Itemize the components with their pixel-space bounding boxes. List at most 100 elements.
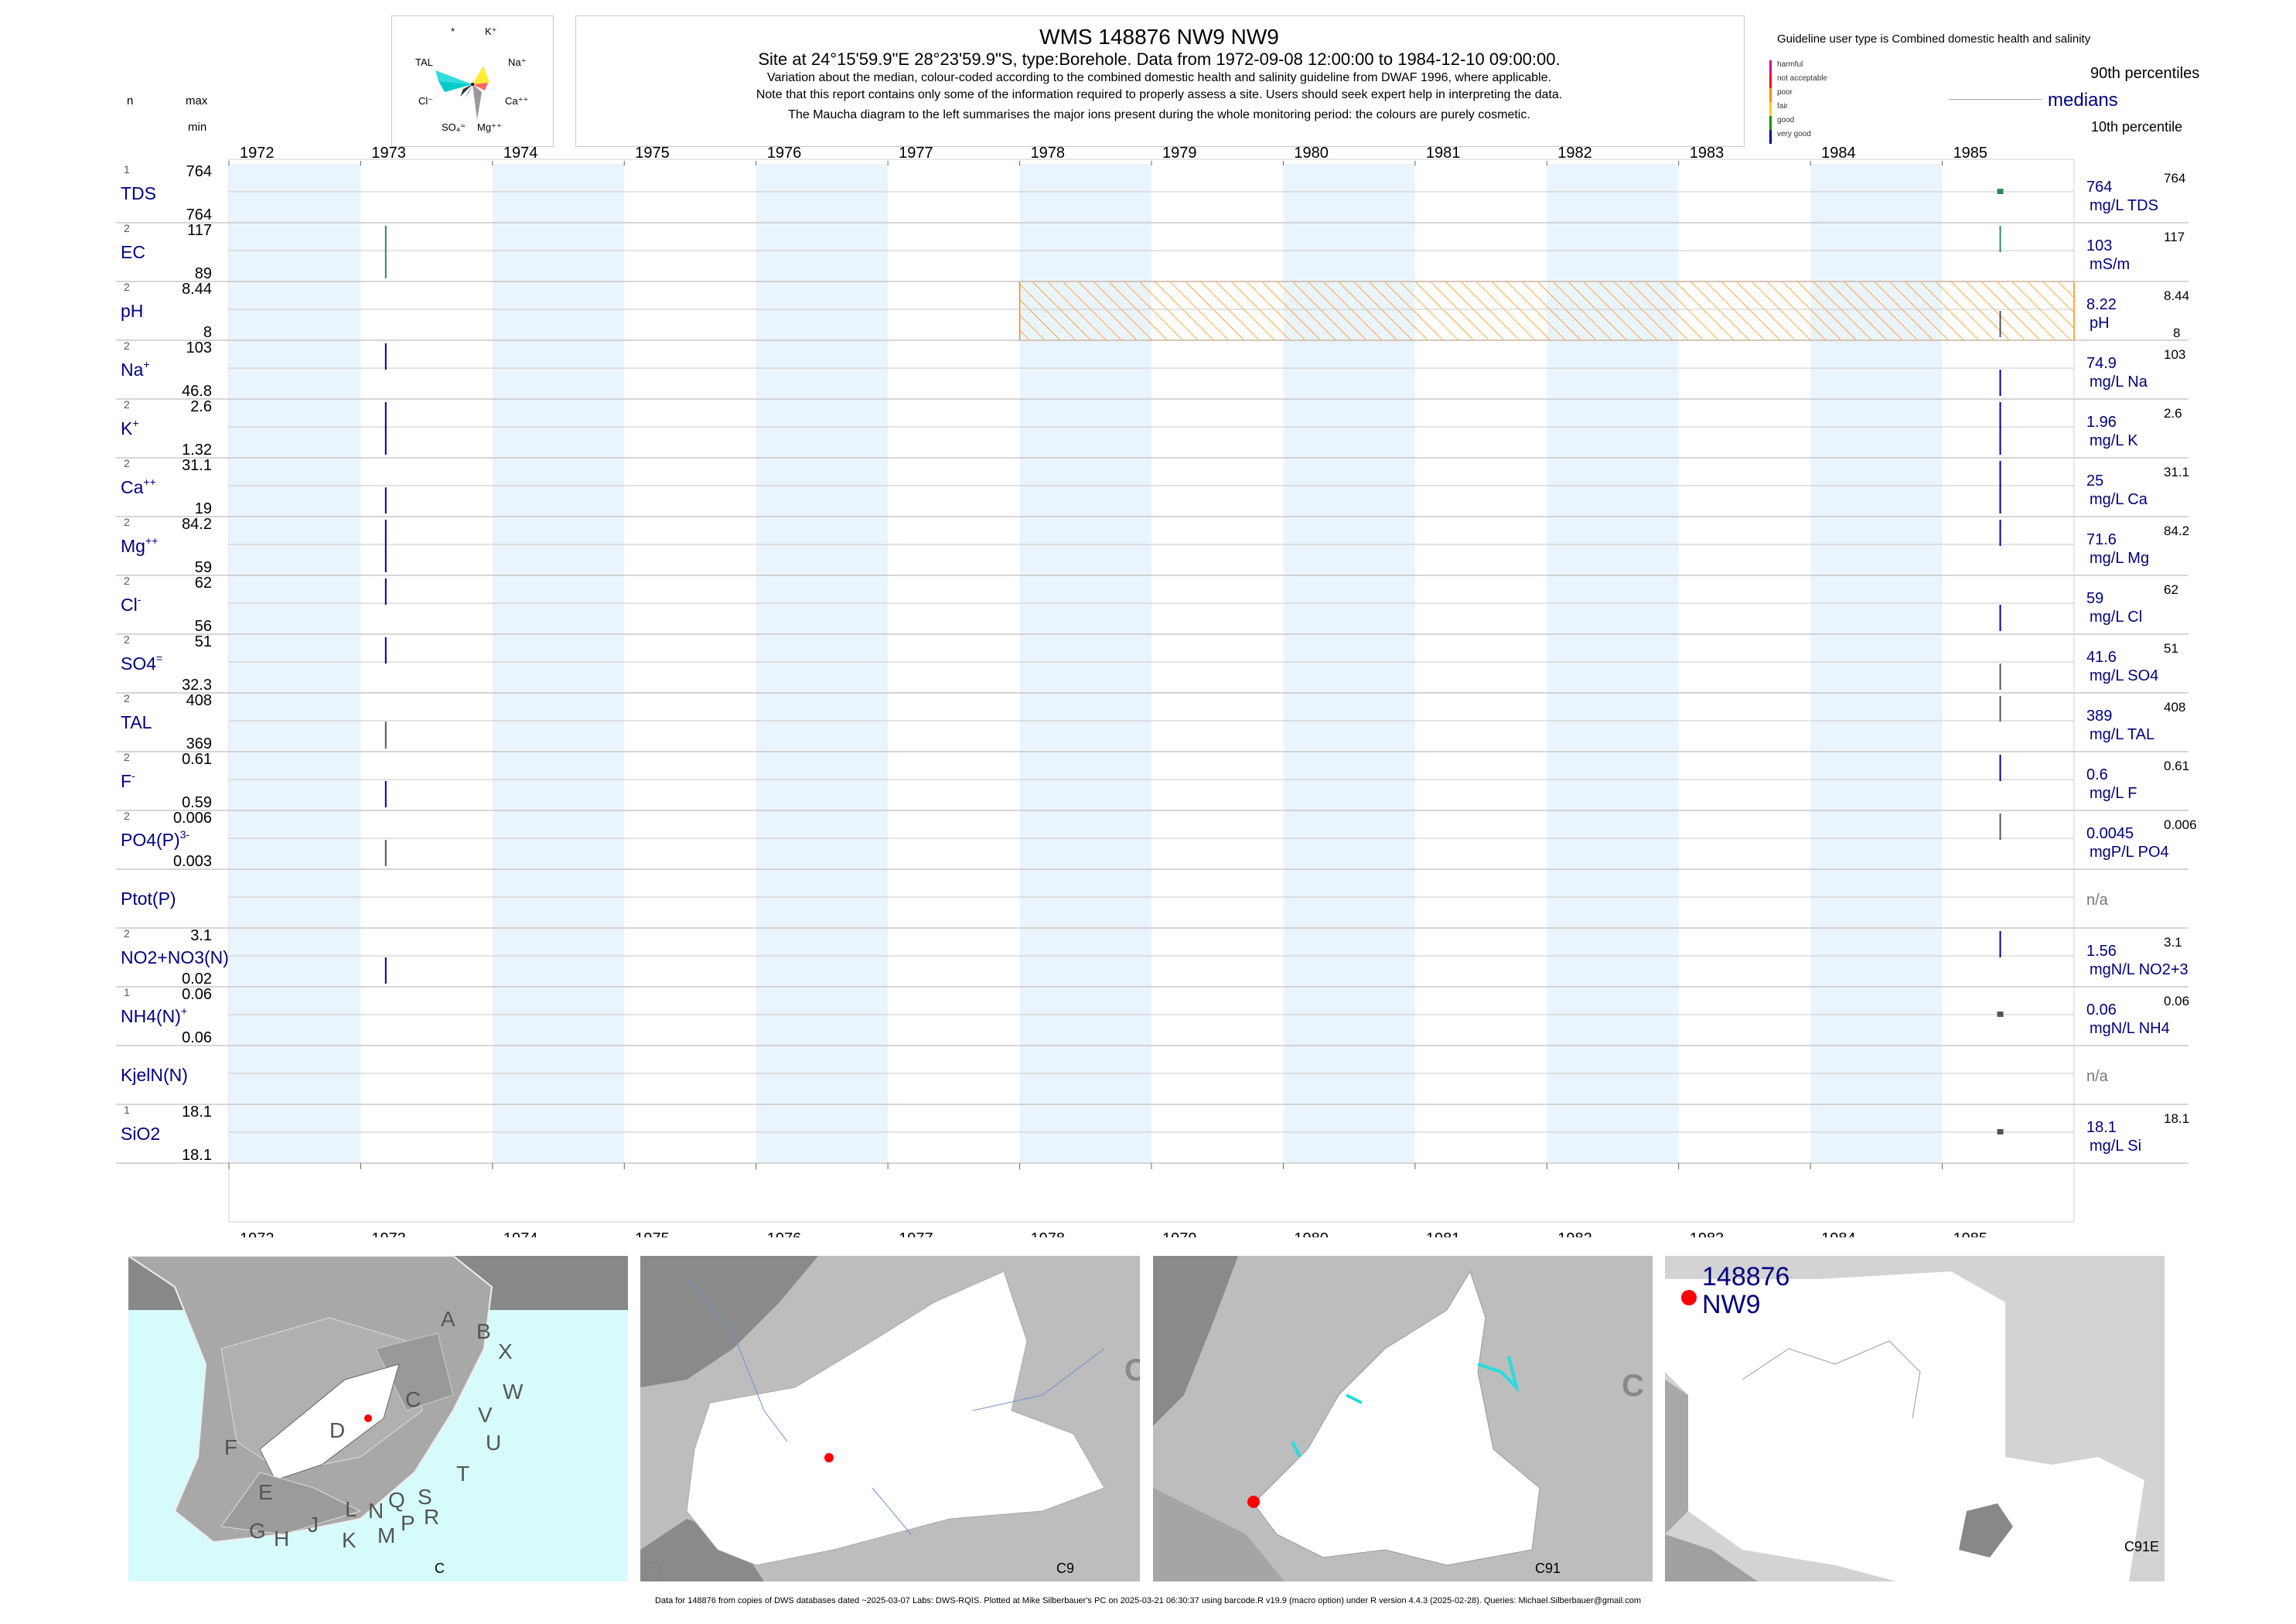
sa-region-letters: C — [435, 1561, 445, 1576]
year-label-bottom-1985: 1985 — [1953, 1230, 1988, 1237]
row-min-ec: 89 — [195, 265, 212, 282]
year-label-top-1983: 1983 — [1690, 145, 1725, 162]
row-max-no2no3n: 3.1 — [190, 927, 212, 944]
row-unit-ca: mg/L Ca — [2090, 491, 2148, 508]
site-line: Site at 24°15'59.9"E 28°23'59.9"S, type:… — [758, 49, 1561, 69]
row-n-sio2: 1 — [124, 1104, 130, 1116]
row-p90-no2no3n: 3.1 — [2164, 935, 2182, 950]
row-label-kjelnn: KjelN(N) — [121, 1065, 188, 1085]
row-label-so4: SO4= — [121, 652, 162, 674]
row-unit-sio2: mg/L Si — [2090, 1138, 2141, 1155]
header-panel — [575, 15, 1745, 147]
map-c91e-shapes — [1665, 1271, 2144, 1581]
row-p90-na: 103 — [2164, 347, 2185, 362]
row-n-nh4n: 1 — [124, 986, 130, 998]
row-label-tds: TDS — [121, 183, 156, 203]
row-unit-no2no3n: mgN/L NO2+3 — [2090, 961, 2189, 978]
c91e-caption: C91E — [2124, 1539, 2160, 1554]
row-min-no2no3n: 0.02 — [182, 971, 212, 988]
year-label-top-1984: 1984 — [1821, 145, 1856, 162]
row-unit-tal: mg/L TAL — [2090, 726, 2154, 743]
maucha-diagram — [435, 66, 490, 120]
row-min-tal: 369 — [186, 735, 212, 752]
map-c9-shapes — [640, 1256, 1105, 1581]
sa-letter-h: H — [274, 1527, 290, 1551]
year-label-top-1972: 1972 — [240, 145, 275, 162]
row-p90-so4: 51 — [2164, 641, 2178, 656]
row-max-ec: 117 — [187, 222, 212, 239]
row-p90-tal: 408 — [2164, 700, 2185, 715]
legend-swatch-poor — [1769, 88, 1772, 102]
row-max-f: 0.61 — [182, 751, 212, 768]
site-name-label: NW9 — [1702, 1290, 1761, 1319]
year-label-bottom-1978: 1978 — [1031, 1230, 1066, 1237]
row-max-mg: 84.2 — [182, 516, 212, 533]
sa-letter-g: G — [249, 1519, 266, 1543]
c91-letter-c: C — [1622, 1369, 1644, 1403]
row-label-sio2: SiO2 — [121, 1124, 160, 1144]
row-label-f: F- — [121, 769, 135, 791]
row-min-po4p: 0.003 — [173, 853, 212, 870]
legend-swatch-good — [1769, 116, 1772, 130]
row-max-so4: 51 — [195, 633, 212, 650]
row-p90-sio2: 18.1 — [2164, 1111, 2189, 1126]
row-p90-po4p: 0.006 — [2164, 817, 2197, 832]
row-median-cl: 59 — [2086, 590, 2103, 607]
maucha-mg-segment — [473, 84, 482, 120]
sa-letter-d: D — [329, 1418, 346, 1442]
sa-letter-t: T — [456, 1462, 470, 1486]
sa-letter-w: W — [503, 1380, 524, 1404]
sa-letter-b: B — [476, 1319, 491, 1343]
row-n-tal: 2 — [124, 692, 130, 705]
row-p90-ph: 8.44 — [2164, 288, 2189, 303]
row-n-na: 2 — [124, 339, 130, 352]
row-label-no2no3n: NO2+NO3(N) — [121, 947, 229, 967]
row-median-ptotp: n/a — [2086, 892, 2109, 909]
sa-letter-v: V — [478, 1403, 493, 1427]
row-max-ca: 31.1 — [182, 457, 212, 474]
map-c91-shapes — [1153, 1256, 1540, 1581]
row-min-f: 0.59 — [182, 794, 212, 811]
year-label-bottom-1982: 1982 — [1557, 1230, 1592, 1237]
row-min-nh4n: 0.06 — [182, 1029, 212, 1046]
year-label-top-1982: 1982 — [1557, 145, 1592, 162]
row-median-mg: 71.6 — [2086, 531, 2117, 548]
sa-letter-k: K — [342, 1528, 357, 1552]
maucha-cl-segment — [460, 84, 473, 97]
sa-letter-c: C — [405, 1387, 421, 1411]
legend-median-line — [1949, 99, 2042, 100]
maucha-tal-segment — [435, 70, 473, 84]
sample-point-sio2-0 — [1997, 1129, 2004, 1134]
year-label-top-1985: 1985 — [1953, 145, 1988, 162]
sa-letter-s: S — [418, 1485, 432, 1509]
row-unit-na: mg/L Na — [2090, 374, 2148, 391]
row-unit-po4p: mgP/L PO4 — [2090, 844, 2169, 861]
legend-swatch-very-good — [1769, 130, 1772, 144]
sa-letter-p: P — [401, 1511, 415, 1535]
row-n-ec: 2 — [124, 222, 130, 234]
maucha-label-tal: TAL — [415, 56, 433, 68]
year-label-top-1979: 1979 — [1162, 145, 1197, 162]
year-label-bottom-1973: 1973 — [371, 1230, 406, 1237]
row-label-tal: TAL — [121, 712, 152, 732]
legend-label-poor: poor — [1777, 88, 1793, 97]
row-label-po4p: PO4(P)3- — [121, 828, 189, 850]
maucha-label-cl: Cl⁻ — [418, 95, 434, 107]
header-max: max — [186, 94, 208, 107]
row-unit-so4: mg/L SO4 — [2090, 667, 2158, 684]
legend-medians: medians — [2048, 90, 2118, 111]
row-median-na: 74.9 — [2086, 355, 2117, 372]
row-p90-f: 0.61 — [2164, 759, 2189, 773]
row-n-f: 2 — [124, 751, 130, 763]
row-unit-tds: mg/L TDS — [2090, 197, 2158, 214]
row-median-ph: 8.22 — [2086, 296, 2117, 313]
row-median-sio2: 18.1 — [2086, 1119, 2117, 1136]
guideline-band-ph — [1018, 281, 2075, 341]
year-band-1972 — [229, 164, 361, 1163]
site-id-label: 148876 — [1702, 1262, 1790, 1291]
map-c91: C C91 — [1153, 1256, 1653, 1581]
year-label-bottom-1984: 1984 — [1821, 1230, 1856, 1237]
year-label-bottom-1980: 1980 — [1294, 1230, 1329, 1237]
row-label-ca: Ca++ — [121, 476, 156, 497]
